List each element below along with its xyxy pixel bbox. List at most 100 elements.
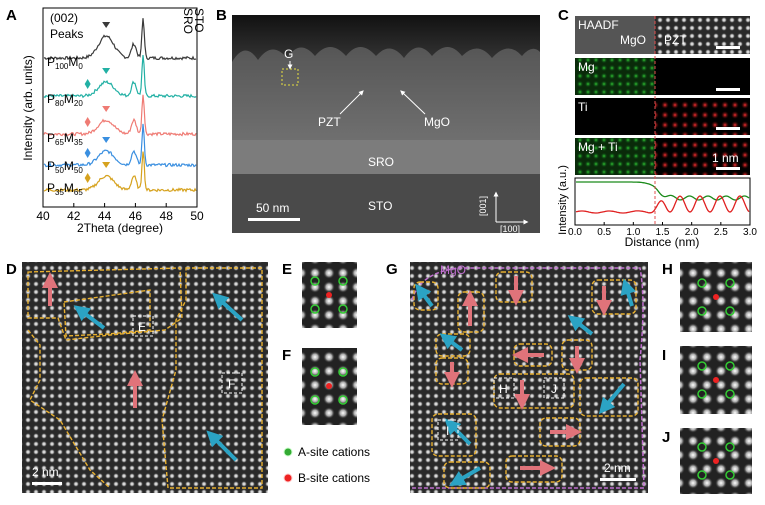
pzt-columns — [232, 47, 540, 140]
label: SRO — [368, 155, 394, 169]
a-site — [310, 367, 320, 377]
x-tick-label: 48 — [160, 209, 174, 223]
a-site — [697, 361, 707, 371]
x-tick-label: 2.0 — [685, 227, 699, 238]
peak-marker — [102, 137, 111, 143]
x-tick-label: 0.0 — [568, 227, 582, 238]
a-site — [725, 470, 735, 480]
a-site — [338, 276, 348, 286]
panel-label: G — [386, 261, 398, 278]
panel-b: G PZT MgO SRO STO 50 nm [001] [100] — [232, 15, 540, 234]
xrd-curves — [43, 18, 197, 193]
peak-marker — [84, 117, 91, 127]
direction-label: [100] — [500, 224, 520, 234]
scale-bar — [716, 88, 740, 91]
x-axis-label: Distance (nm) — [625, 235, 700, 249]
mg-profile — [576, 181, 750, 201]
a-site — [310, 304, 320, 314]
scale-bar — [716, 167, 740, 170]
roi-box — [543, 377, 565, 399]
x-tick-label: 50 — [190, 209, 204, 223]
domain-walls — [413, 271, 639, 489]
panel-label: J — [662, 429, 670, 446]
panel-label: I — [662, 347, 666, 364]
roi-label: J — [551, 382, 557, 396]
a-site — [725, 361, 735, 371]
x-tick-label: 3.0 — [743, 227, 757, 238]
legend-label: A-site cations — [298, 445, 370, 459]
row-label: Mg — [578, 60, 595, 74]
xrd-curve — [43, 54, 197, 99]
scale-bar — [716, 46, 740, 49]
x-tick-label: 1.5 — [656, 227, 670, 238]
ti-profile — [575, 195, 750, 214]
a-site — [310, 395, 320, 405]
a-site — [697, 278, 707, 288]
panel-label: D — [6, 261, 17, 278]
scale-bar-label: 2 nm — [32, 465, 59, 479]
x-axis-label: 2Theta (degree) — [77, 221, 163, 235]
peak-marker — [84, 79, 91, 89]
x-tick-label: 0.5 — [597, 227, 611, 238]
peak-marker — [84, 148, 91, 158]
peak-marker — [102, 22, 111, 28]
row-label: HAADF — [578, 18, 619, 32]
roi-box — [132, 315, 154, 337]
roi-box — [493, 377, 515, 399]
scale-bar — [248, 218, 300, 221]
cation-markers — [310, 276, 735, 480]
panel-label: B — [216, 7, 227, 24]
sro-layer — [232, 140, 540, 174]
polarization-arrows — [415, 276, 636, 487]
a-site — [697, 470, 707, 480]
panel-label: A — [6, 7, 17, 24]
roi-label: I — [446, 424, 449, 438]
polarization-arrows — [42, 272, 244, 462]
a-site — [697, 442, 707, 452]
xrd-curve — [43, 18, 197, 61]
sample-label: P100M0 — [47, 55, 83, 71]
scale-bar — [716, 127, 740, 130]
roi-label: F — [228, 377, 235, 391]
x-tick-label: 46 — [129, 209, 143, 223]
a-site — [725, 306, 735, 316]
plot-frame — [42, 7, 198, 208]
peak-marker — [84, 173, 91, 183]
scale-bar-label: 50 nm — [256, 201, 289, 215]
scale-bar-label: 1 nm — [712, 151, 739, 165]
panel-label: C — [558, 7, 569, 24]
y-axis-label: Intensity (arb. units) — [21, 55, 35, 160]
scale-bar — [600, 478, 636, 481]
peak-marker — [102, 68, 111, 74]
y-axis-label: Intensity (a.u.) — [557, 165, 569, 235]
panel-g: MgO H J I 2 nm — [410, 262, 648, 493]
domain-walls — [27, 267, 263, 489]
sample-label: P50M50 — [47, 159, 83, 175]
x-tick-label: 2.5 — [714, 227, 728, 238]
haadf-image — [575, 16, 655, 54]
b-site — [713, 294, 719, 300]
b-site — [713, 458, 719, 464]
panel-label: E — [282, 261, 292, 278]
peak-label: STO — [192, 8, 206, 32]
sample-label: P35M65 — [47, 181, 83, 197]
peak-marker — [102, 162, 111, 168]
line-profile — [575, 181, 750, 214]
b-site — [713, 377, 719, 383]
a-site — [338, 367, 348, 377]
peak-label: SRO — [181, 8, 195, 34]
panel-label: F — [282, 347, 291, 364]
legend-symbol — [283, 447, 293, 457]
arrow — [400, 90, 426, 115]
label: STO — [368, 199, 392, 213]
panel-label: H — [662, 261, 673, 278]
b-site — [326, 292, 332, 298]
sample-label: P80M20 — [47, 92, 83, 108]
b-site — [326, 383, 332, 389]
a-site — [725, 442, 735, 452]
region-label: PZT — [664, 33, 687, 47]
overlay-map — [575, 138, 655, 175]
region-label: MgO — [440, 263, 466, 277]
inset-label: Peaks — [50, 27, 83, 41]
